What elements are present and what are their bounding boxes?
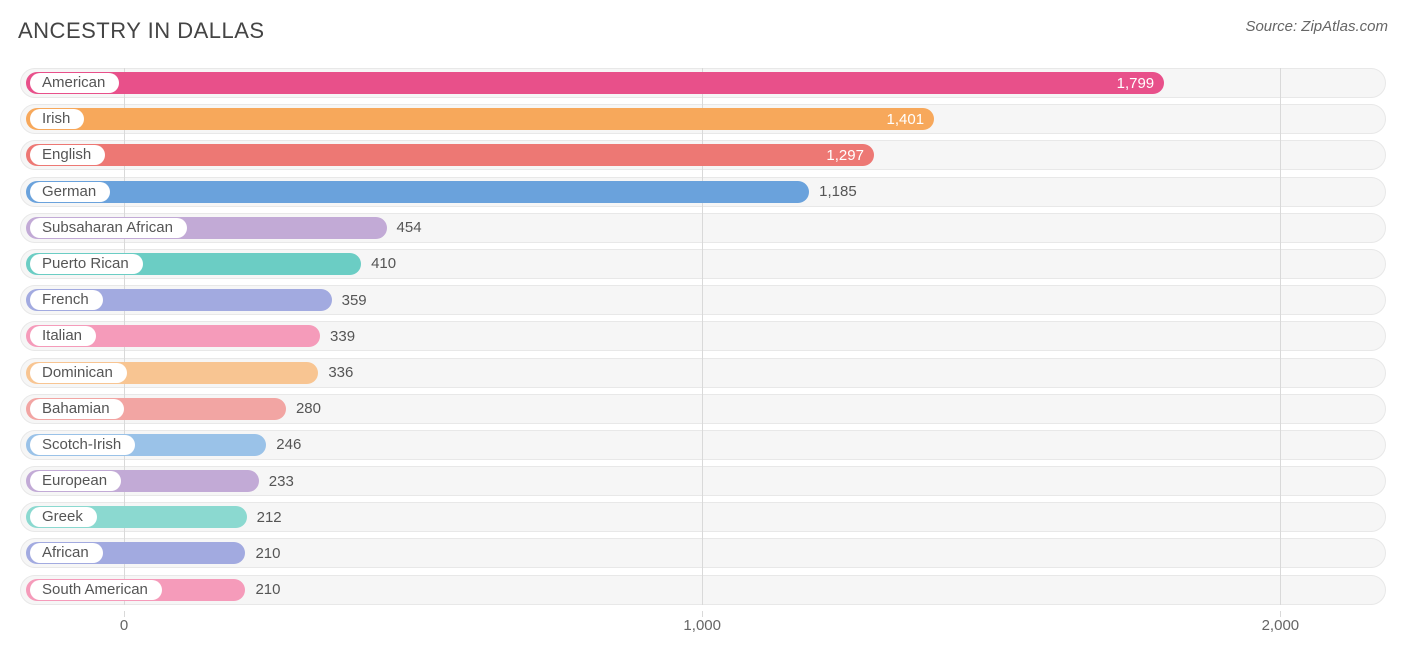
category-pill: Irish xyxy=(30,109,84,129)
value-label: 1,185 xyxy=(819,183,857,200)
value-label: 246 xyxy=(276,436,301,453)
value-label: 336 xyxy=(328,364,353,381)
category-pill: Scotch-Irish xyxy=(30,435,135,455)
value-label: 212 xyxy=(257,509,282,526)
category-pill: French xyxy=(30,290,103,310)
bar: Dominican336 xyxy=(26,362,318,384)
bar: Irish 1,401 xyxy=(26,108,934,130)
bar-row: Irish 1,401 xyxy=(20,104,1386,134)
bar: Subsaharan African454 xyxy=(26,217,387,239)
bar: European233 xyxy=(26,470,259,492)
value-label: 454 xyxy=(397,219,422,236)
category-pill: German xyxy=(30,182,110,202)
category-pill: South American xyxy=(30,580,162,600)
bar: German1,185 xyxy=(26,181,809,203)
chart-header: ANCESTRY IN DALLAS Source: ZipAtlas.com xyxy=(10,18,1396,44)
bar: Puerto Rican410 xyxy=(26,253,361,275)
chart-plot: American 1,799 Irish 1,401 English 1,297 Germa… xyxy=(20,68,1386,605)
value-label: 210 xyxy=(255,581,280,598)
category-pill: American xyxy=(30,73,119,93)
value-label: 410 xyxy=(371,255,396,272)
category-pill: Greek xyxy=(30,507,97,527)
value-label: 1,297 xyxy=(826,147,864,164)
value-label: 1,799 xyxy=(1117,75,1155,92)
chart-container: ANCESTRY IN DALLAS Source: ZipAtlas.com … xyxy=(0,0,1406,647)
value-label: 210 xyxy=(255,545,280,562)
value-label: 233 xyxy=(269,473,294,490)
bar: Scotch-Irish246 xyxy=(26,434,266,456)
value-label: 280 xyxy=(296,400,321,417)
category-pill: Bahamian xyxy=(30,399,124,419)
bar: English 1,297 xyxy=(26,144,874,166)
category-pill: Italian xyxy=(30,326,96,346)
value-label: 1,401 xyxy=(887,111,925,128)
category-pill: Subsaharan African xyxy=(30,218,187,238)
bar-row: American 1,799 xyxy=(20,68,1386,98)
chart-title: ANCESTRY IN DALLAS xyxy=(18,18,265,44)
bar: Bahamian280 xyxy=(26,398,286,420)
gridline xyxy=(1280,68,1281,605)
axis-label: 2,000 xyxy=(1262,617,1300,634)
category-pill: African xyxy=(30,543,103,563)
axis-label: 0 xyxy=(120,617,128,634)
value-label: 339 xyxy=(330,328,355,345)
bar: American 1,799 xyxy=(26,72,1164,94)
bar: French359 xyxy=(26,289,332,311)
value-label: 359 xyxy=(342,292,367,309)
bar: African210 xyxy=(26,542,245,564)
x-axis: 0 1,000 2,000 xyxy=(20,611,1386,639)
bar-row: German 1,185 xyxy=(20,177,1386,207)
bar-row: English 1,297 xyxy=(20,140,1386,170)
chart-source: Source: ZipAtlas.com xyxy=(1245,18,1388,35)
category-pill: English xyxy=(30,145,105,165)
category-pill: Dominican xyxy=(30,363,127,383)
bar: Italian339 xyxy=(26,325,320,347)
chart-area: American 1,799 Irish 1,401 English 1,297 Germa… xyxy=(10,68,1396,639)
bar: South American210 xyxy=(26,579,245,601)
category-pill: European xyxy=(30,471,121,491)
axis-label: 1,000 xyxy=(683,617,721,634)
category-pill: Puerto Rican xyxy=(30,254,143,274)
bar: Greek212 xyxy=(26,506,247,528)
